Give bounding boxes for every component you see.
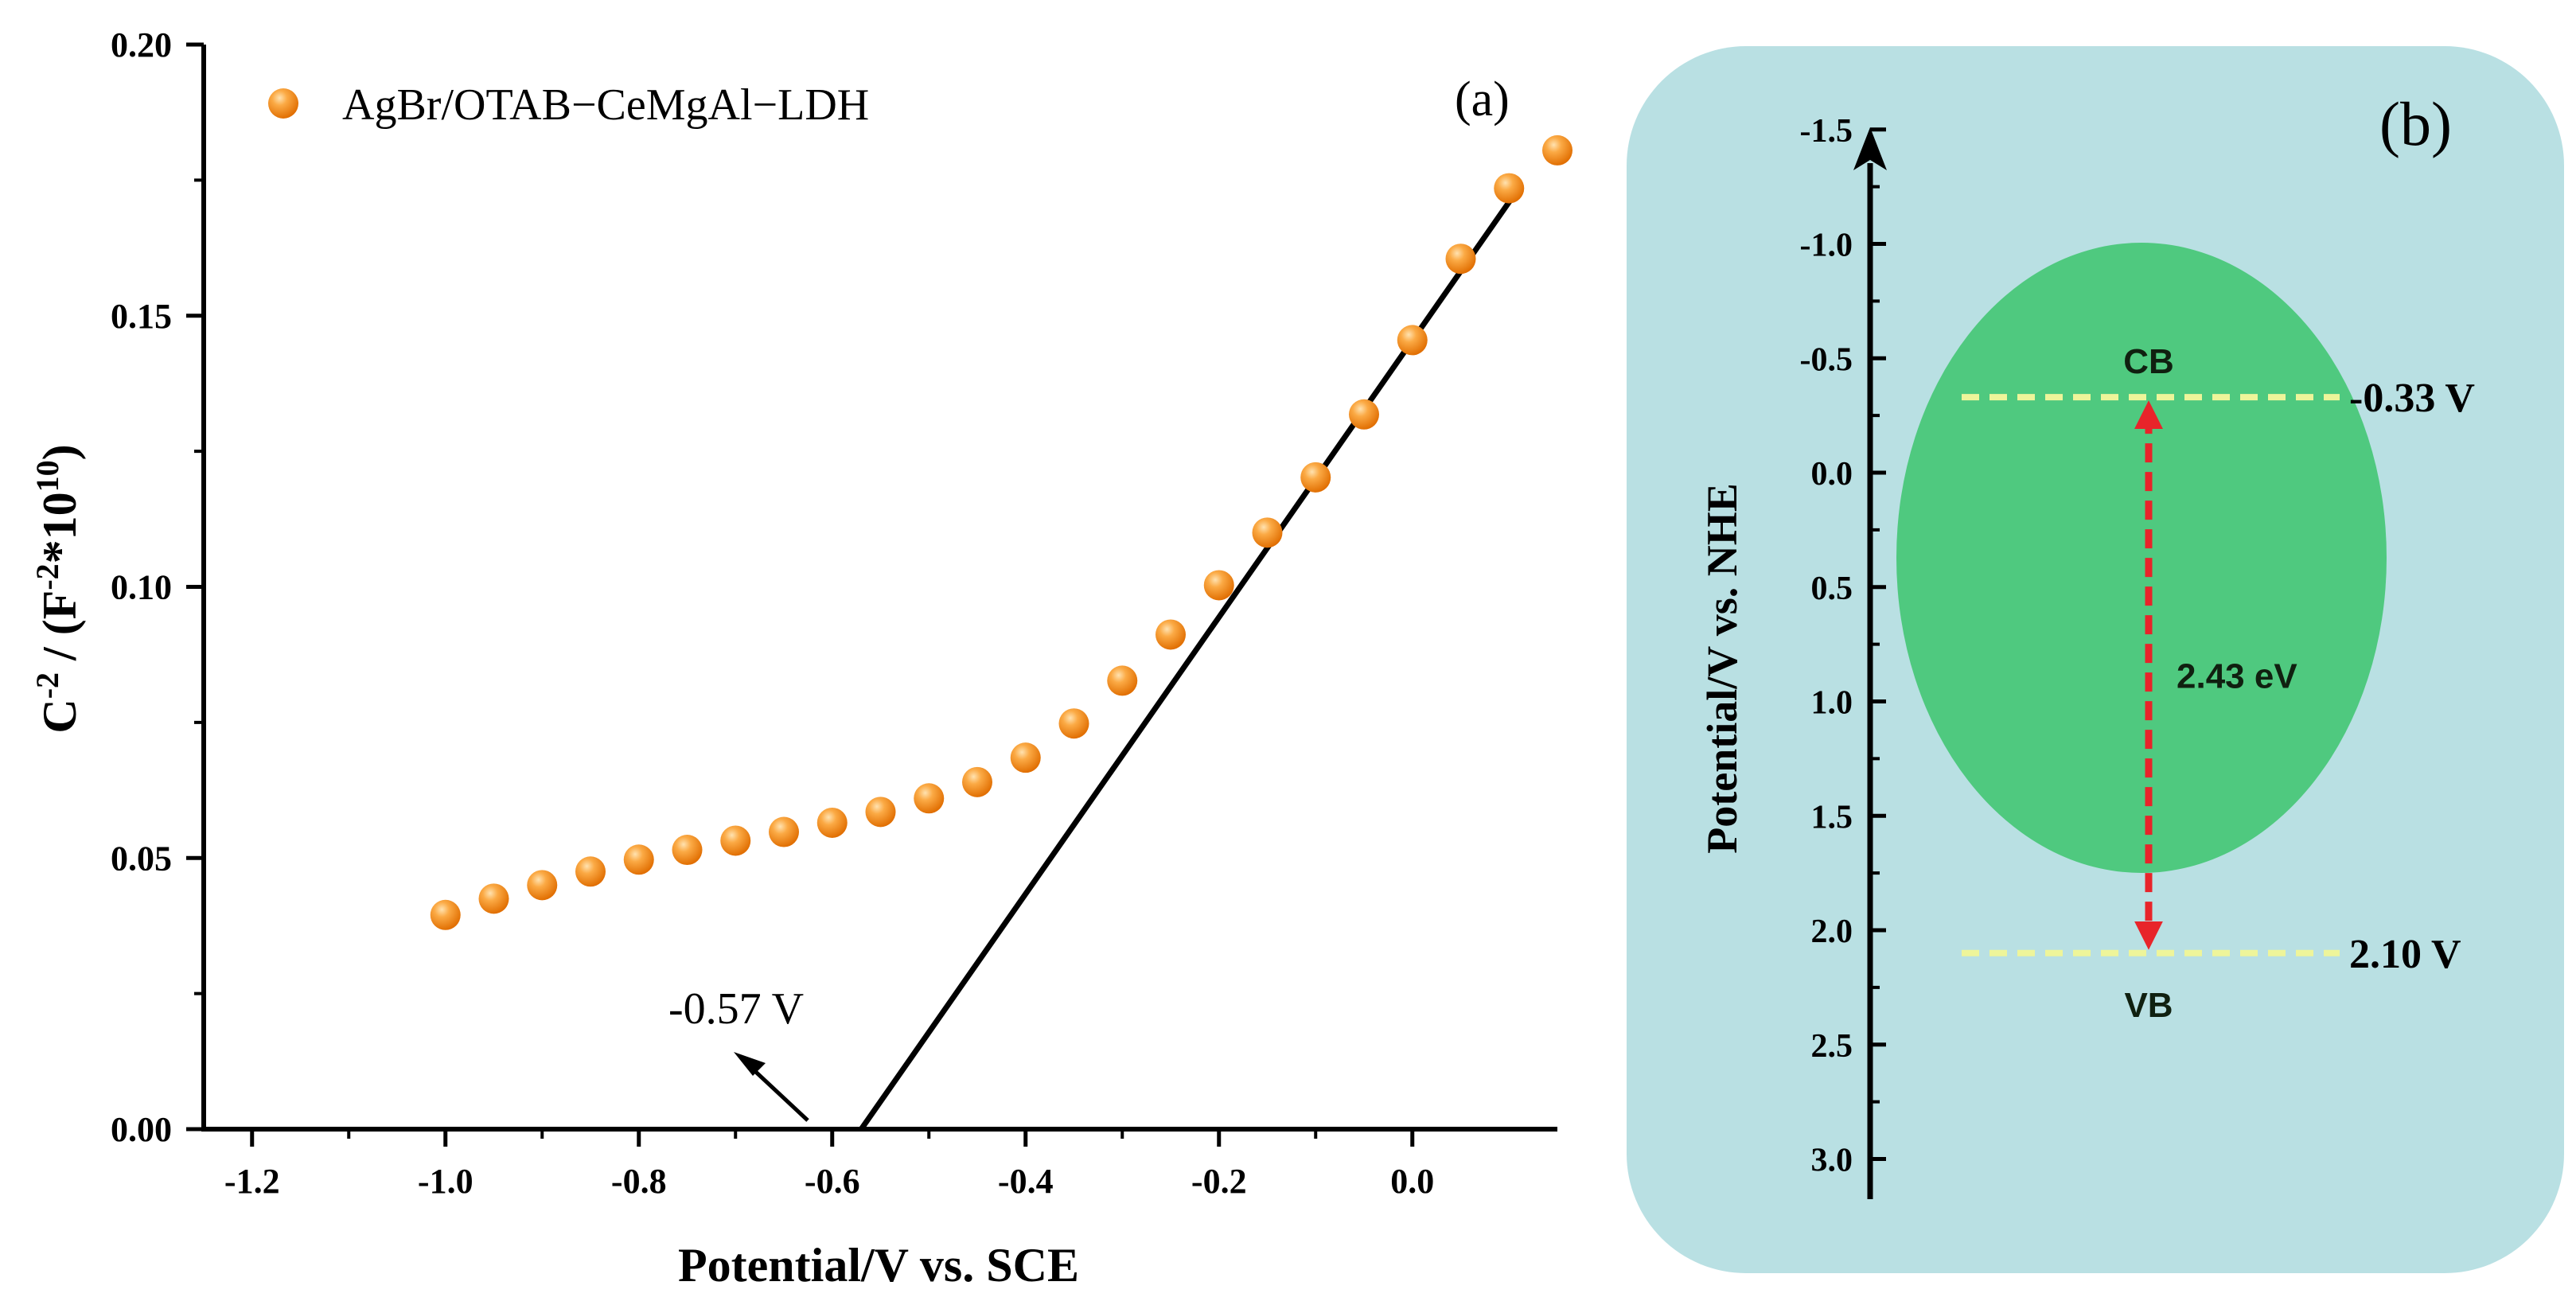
cb-label: CB (2123, 342, 2174, 381)
data-point (1349, 399, 1379, 430)
nhe-tick-label: 2.0 (1811, 914, 1853, 950)
nhe-tick-label: 1.0 (1811, 685, 1853, 722)
nhe-tick-label: 1.5 (1811, 799, 1853, 836)
y-title-f-exp: -2 (29, 563, 65, 590)
y-title-times: *10 (33, 492, 86, 563)
y-tick-label: 0.05 (111, 839, 172, 878)
data-point (720, 825, 751, 856)
x-tick-label: 0.0 (1390, 1162, 1434, 1201)
data-point (962, 766, 992, 797)
y-tick-label: 0.10 (111, 568, 172, 607)
data-point (914, 783, 945, 814)
data-point (1494, 173, 1525, 204)
intercept-arrow (746, 1063, 809, 1122)
x-tick-label: -0.4 (998, 1162, 1054, 1201)
band-gap-label: 2.43 eV (2177, 656, 2297, 695)
data-point (769, 816, 799, 847)
data-point (478, 883, 509, 914)
intercept-arrowhead (734, 1052, 766, 1076)
nhe-tick-label: 0.0 (1811, 456, 1853, 493)
nhe-tick-label: 2.5 (1811, 1028, 1853, 1065)
nhe-tick-label: -1.5 (1800, 113, 1853, 150)
legend-label: AgBr/OTAB−CeMgAl−LDH (342, 80, 869, 130)
data-point (1107, 665, 1138, 696)
y-title-end: ) (33, 444, 86, 460)
data-point (575, 856, 606, 887)
data-point (1058, 708, 1089, 739)
x-tick-label: -0.2 (1191, 1162, 1247, 1201)
panel-a-chart: -1.2 -1.0 -0.8 -0.6 -0.4 -0.2 0.0 0.00 0.05 0.10 0… (29, 25, 1572, 1291)
nhe-tick-label: 0.5 (1811, 571, 1853, 607)
y-tick-label: 0.20 (111, 25, 172, 64)
nhe-tick-label: -1.0 (1800, 228, 1853, 264)
x-tick-label: -0.6 (805, 1162, 860, 1201)
data-point (1445, 243, 1476, 275)
data-point (1397, 325, 1428, 356)
cb-value-label: -0.33 V (2349, 376, 2475, 421)
panel-a-ticks: -1.2 -1.0 -0.8 -0.6 -0.4 -0.2 0.0 0.00 0.05 0.10 0… (111, 25, 1434, 1201)
band-ellipse (1896, 243, 2387, 873)
panel-b-label: (b) (2379, 89, 2452, 158)
y-axis-title: C-2 / (F-2*1010) (29, 444, 87, 733)
data-point (527, 870, 558, 901)
data-point (1010, 742, 1041, 773)
vb-value-label: 2.10 V (2349, 932, 2461, 977)
potential-axis-arrowhead (1853, 127, 1887, 170)
y-tick-label: 0.00 (111, 1110, 172, 1149)
y-title-c: C (33, 699, 86, 733)
y-title-ten-exp: 10 (29, 460, 65, 492)
x-tick-label: -1.0 (418, 1162, 474, 1201)
data-point (1252, 517, 1283, 548)
data-point (865, 797, 896, 828)
data-point (623, 844, 654, 875)
data-point (1542, 134, 1572, 166)
y-title-c-exp: -2 (29, 672, 65, 699)
nhe-axis-title: Potential/V vs. NHE (1698, 483, 1746, 854)
x-tick-label: -1.2 (224, 1162, 280, 1201)
x-tick-label: -0.8 (611, 1162, 667, 1201)
y-title-mid: / (F (33, 590, 86, 672)
panel-a-data-layer (430, 134, 1572, 1132)
panel-a-label: (a) (1455, 72, 1510, 127)
legend-marker (268, 88, 298, 119)
nhe-tick-label: 3.0 (1811, 1143, 1853, 1179)
data-point (816, 807, 848, 838)
intercept-annotation: -0.57 V (668, 984, 804, 1034)
data-point (1155, 619, 1186, 650)
vb-label: VB (2124, 986, 2173, 1025)
y-tick-label: 0.15 (111, 297, 172, 336)
data-point (1300, 462, 1331, 493)
panel-b-diagram: -1.5-1.0-0.50.00.51.01.52.02.53.0 CB VB … (1627, 46, 2564, 1273)
nhe-tick-label: -0.5 (1800, 341, 1853, 378)
panel-b-ticks: -1.5 -1.0 -0.5 0.0 0.5 1.0 1.5 2.0 2.5 3.0 (1800, 113, 1886, 1179)
x-axis-title: Potential/V vs. SCE (678, 1239, 1079, 1291)
data-point (1203, 570, 1234, 601)
data-point (430, 899, 461, 930)
data-point (672, 835, 703, 866)
